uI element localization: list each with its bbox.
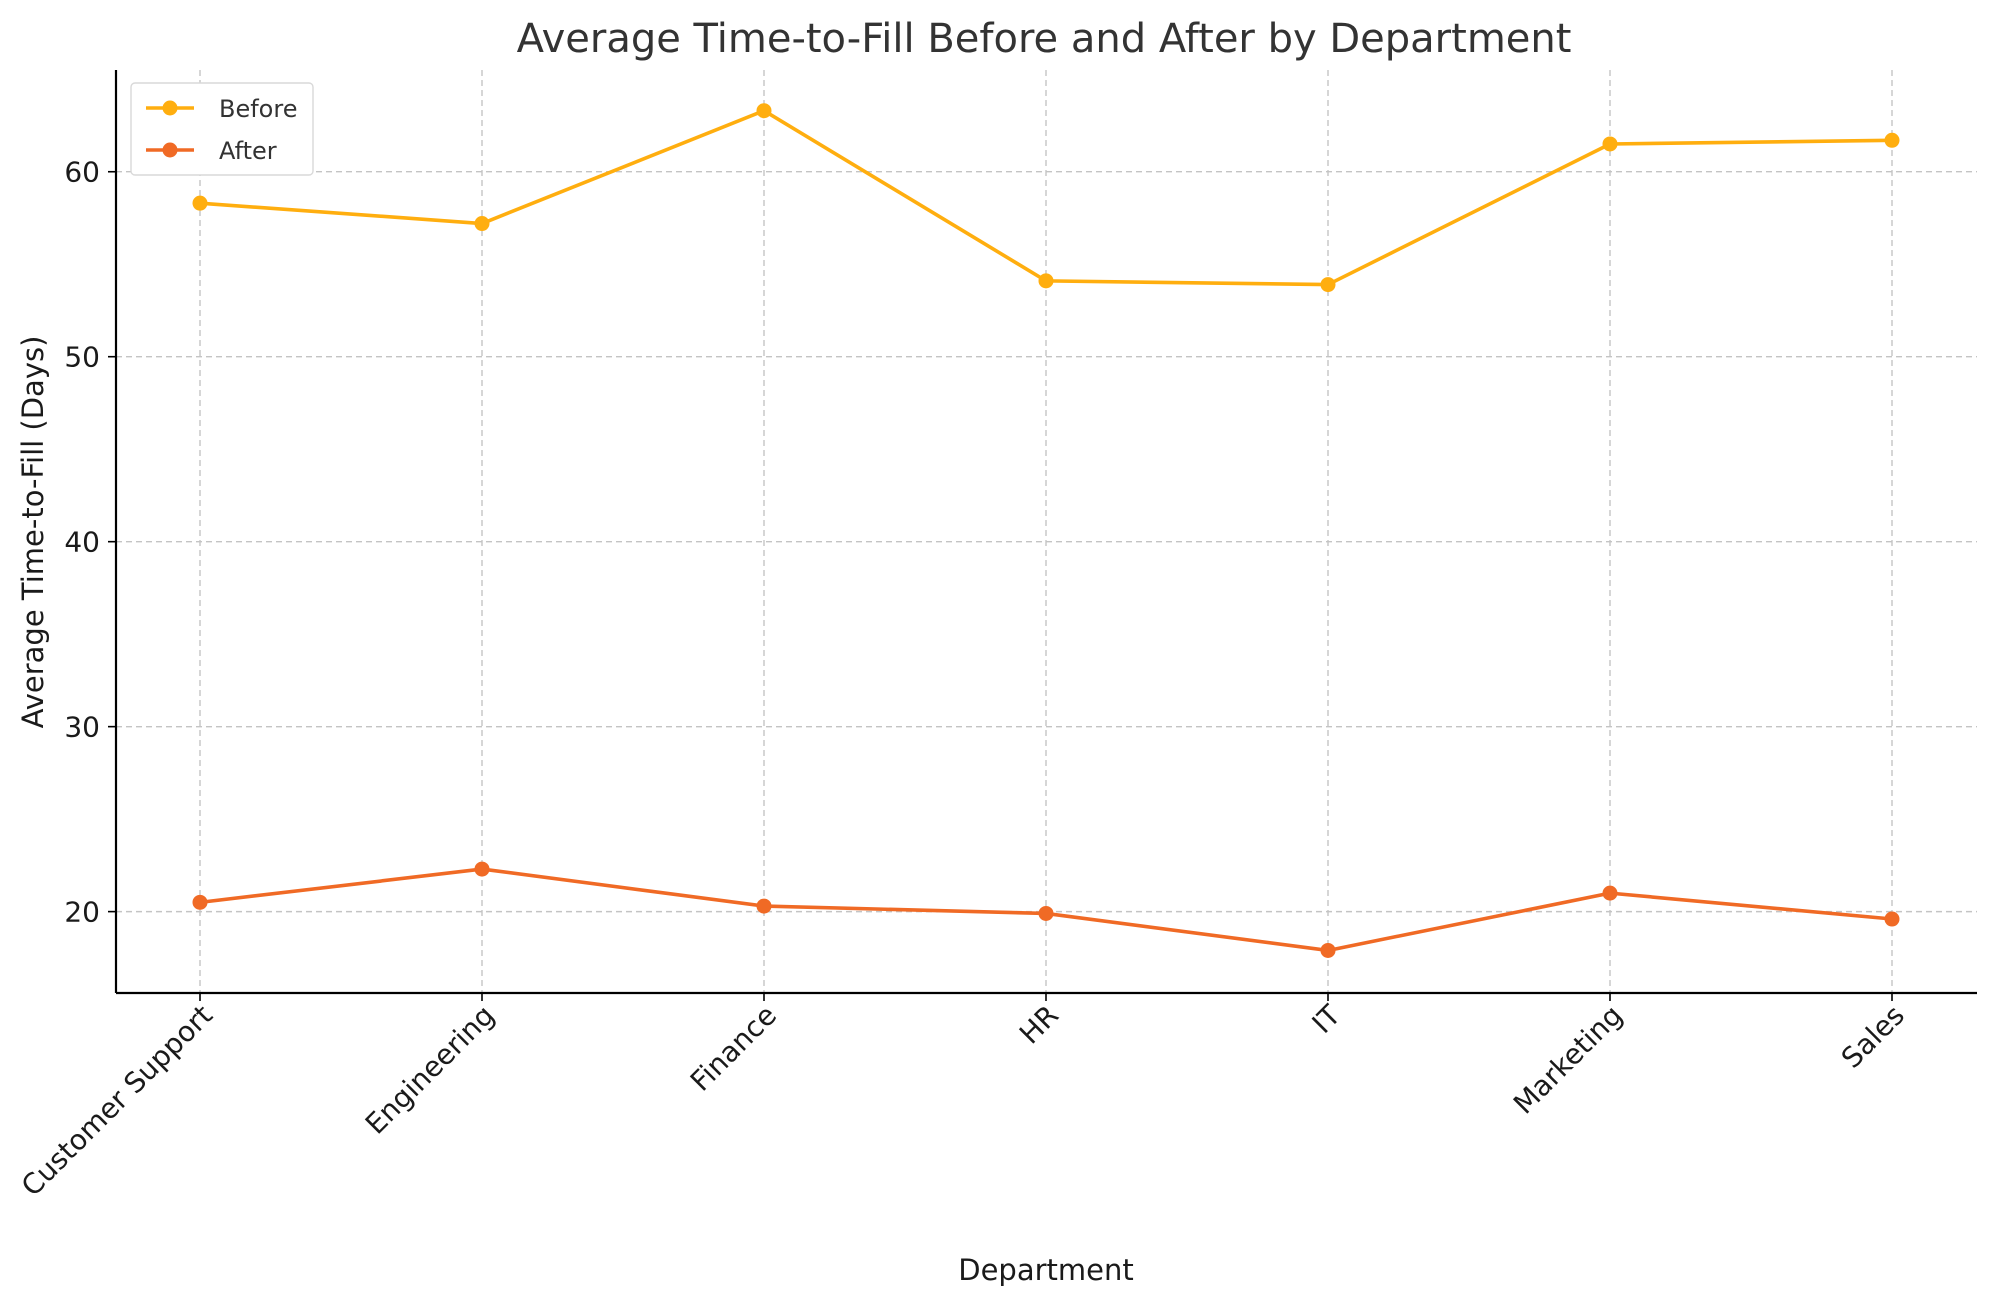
x-tick-label: HR [1013, 999, 1065, 1051]
x-tick-label: Sales [1835, 999, 1911, 1075]
legend-label-before: Before [219, 95, 297, 123]
data-point-after [756, 898, 772, 914]
y-tick-label: 20 [64, 896, 100, 929]
data-point-after [1602, 885, 1618, 901]
x-tick-label: IT [1306, 998, 1348, 1040]
data-point-before [756, 103, 772, 119]
data-point-before [474, 216, 490, 232]
series-after [192, 861, 1900, 958]
x-tick-label: Customer Support [15, 999, 219, 1203]
series-before [192, 103, 1900, 293]
grid-lines [116, 70, 1977, 993]
x-tick-label: Finance [684, 999, 783, 1098]
y-axis-label: Average Time-to-Fill (Days) [16, 336, 50, 729]
data-point-after [1320, 942, 1336, 958]
data-point-after [1884, 911, 1900, 927]
legend-label-after: After [219, 137, 277, 165]
data-point-before [192, 195, 208, 211]
x-tick-label: Marketing [1507, 999, 1629, 1121]
legend-marker-after [162, 142, 178, 158]
y-tick-label: 50 [64, 341, 100, 374]
y-tick-label: 60 [64, 156, 100, 189]
x-tick-label: Engineering [359, 999, 501, 1141]
legend-marker-before [162, 100, 178, 116]
y-tick-label: 40 [64, 526, 100, 559]
data-point-after [474, 861, 490, 877]
data-point-before [1038, 273, 1054, 289]
x-axis-label: Department [958, 1253, 1134, 1287]
data-point-before [1602, 136, 1618, 152]
y-tick-label: 30 [64, 711, 100, 744]
series-line-before [198, 108, 1894, 287]
ticks: 20 30 40 50 60 Customer Support Engineering Fin… [15, 156, 1911, 1203]
data-point-after [1038, 905, 1054, 921]
data-point-after [192, 894, 208, 910]
legend: Before After [130, 82, 314, 176]
chart-title: Average Time-to-Fill Before and After by… [517, 16, 1572, 62]
series [192, 103, 1900, 958]
data-point-before [1320, 277, 1336, 293]
data-point-before [1884, 132, 1900, 148]
